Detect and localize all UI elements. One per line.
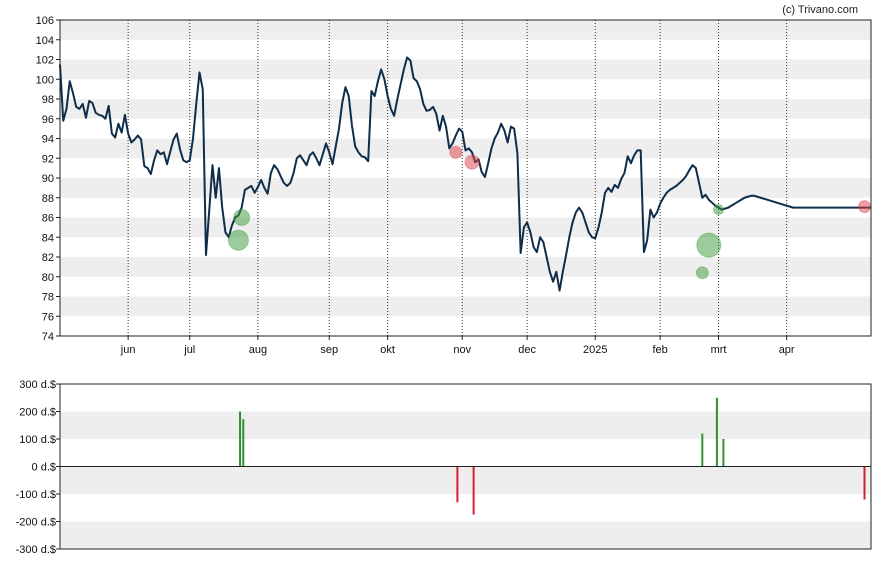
tx-band [60,494,871,522]
price-chart-markers [227,145,872,280]
x-tick-label: jul [183,344,195,356]
x-tick-label: aug [249,344,267,356]
price-band [60,197,871,218]
x-tick-label: sep [320,344,338,356]
price-band [60,79,871,99]
y-tick-label: 96 [42,114,54,126]
price-band [60,237,871,257]
y-tick-label: 78 [42,292,54,304]
y-tick-label: 86 [42,213,54,225]
price-band [60,99,871,119]
y-tick-label: 90 [42,173,54,185]
tx-band [60,384,871,412]
y-tick-label: 100 [36,74,54,86]
price-band [60,276,871,297]
y-tick-label: 94 [42,134,54,146]
transactions-chart-axes: 300 d.$ 200 d.$ 100 d.$ 0 d.$ -100 d.$ -200 d… [16,379,872,556]
price-band [60,217,871,238]
transactions-chart-bars [239,397,866,515]
trade-marker [449,145,463,159]
y-tick-label: 92 [42,153,54,165]
trade-marker [713,204,725,216]
price-band [60,20,871,40]
x-tick-label: jun [120,344,136,356]
credit-label: (c) Trivano.com [782,4,858,16]
x-tick-label: okt [380,344,395,356]
y-tick-label: 102 [36,55,54,67]
x-tick-label: feb [652,344,667,356]
x-tick-label: apr [779,344,795,356]
tx-band [60,521,871,549]
price-band [60,39,871,60]
price-band [60,178,871,198]
trade-marker [464,154,480,170]
y-tick-label: 106 [36,15,54,27]
y-tick-label: 74 [42,331,54,343]
x-tick-label: nov [453,344,471,356]
tx-y-tick-label: 100 d.$ [19,434,56,446]
price-line [59,56,871,292]
transactions-chart-bands [60,384,871,549]
x-tick-label: dec [518,344,536,356]
tx-y-tick-label: 200 d.$ [19,407,56,419]
tx-y-tick-label: -200 d.$ [16,517,56,529]
trade-marker [696,232,722,258]
price-band [60,257,871,277]
tx-y-tick-label: -300 d.$ [16,544,56,556]
trade-marker [695,266,709,280]
price-band [60,316,871,336]
trade-marker [233,209,251,226]
tx-band [60,466,871,494]
y-tick-label: 82 [42,252,54,264]
x-tick-label: 2025 [583,344,607,356]
trade-marker [227,229,249,251]
tx-band [60,439,871,467]
price-chart-axes: 74 76 78 80 82 84 86 88 90 92 94 96 98 100 102 104 106 ju… [36,15,872,356]
y-tick-label: 84 [42,232,54,244]
price-band [60,158,871,178]
y-tick-label: 88 [42,193,54,205]
price-band [60,59,871,80]
y-tick-label: 76 [42,311,54,323]
tx-band [60,411,871,439]
price-chart-bands [60,20,871,336]
tx-y-tick-label: 300 d.$ [19,379,56,391]
tx-y-tick-label: 0 d.$ [32,462,56,474]
y-tick-label: 98 [42,94,54,106]
price-band [60,296,871,317]
trade-marker [858,200,872,214]
y-tick-label: 80 [42,272,54,284]
tx-y-tick-label: -100 d.$ [16,489,56,501]
y-tick-label: 104 [36,35,54,47]
x-tick-label: mrt [711,344,727,356]
price-chart-series [59,56,871,292]
price-band [60,118,871,139]
